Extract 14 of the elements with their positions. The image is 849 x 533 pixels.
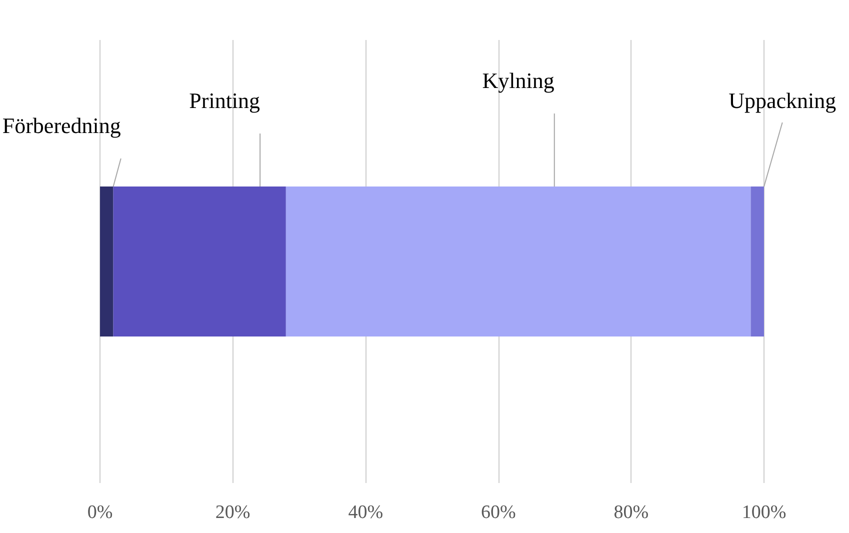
x-tick-label: 20% [215,502,250,523]
text: Förberedning [2,113,121,138]
text: Printing [189,88,260,113]
text: Uppackning [728,88,836,113]
bar [286,186,751,336]
bar [750,186,764,336]
text: Kylning [482,68,554,93]
bar [113,186,286,336]
x-tick-label: 0% [87,502,113,523]
x-tick-label: 40% [348,502,384,523]
x-tick-label: 80% [614,502,649,523]
x-tick-label: 100% [742,502,786,523]
bar [100,186,114,336]
x-tick-label: 60% [480,502,516,523]
